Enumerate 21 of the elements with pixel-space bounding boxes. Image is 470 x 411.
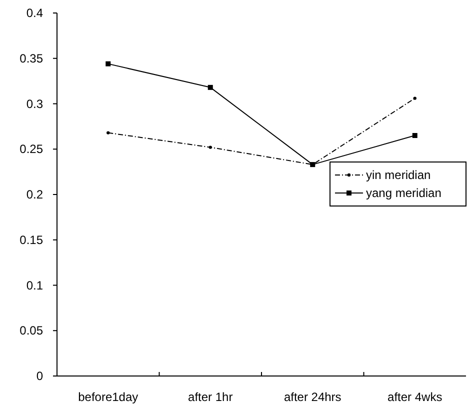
y-tick-label: 0.35 [20,51,44,66]
y-tick-label: 0.2 [26,188,44,202]
y-tick-label: 0.25 [20,142,44,156]
point [106,61,111,66]
point [208,146,212,149]
point [412,133,418,138]
y-tick-label: 0 [36,369,44,383]
y-tick-label: 0.1 [26,278,44,292]
legend-label: yang meridian [366,186,442,200]
y-tick-label: 0.3 [26,96,44,111]
x-tick-label: after 1hr [188,390,233,404]
x-tick-label: after 24hrs [284,390,342,404]
x-tick-label: after 4wks [388,390,442,404]
y-tick-label: 0.05 [20,324,44,338]
x-tick-label: before1day [78,390,138,404]
y-tick-label: 0.15 [20,232,44,247]
point [413,96,416,100]
legend-label: yin meridian [366,168,431,182]
point [208,84,213,90]
y-tick-label: 0.4 [26,6,44,20]
point [106,131,110,134]
